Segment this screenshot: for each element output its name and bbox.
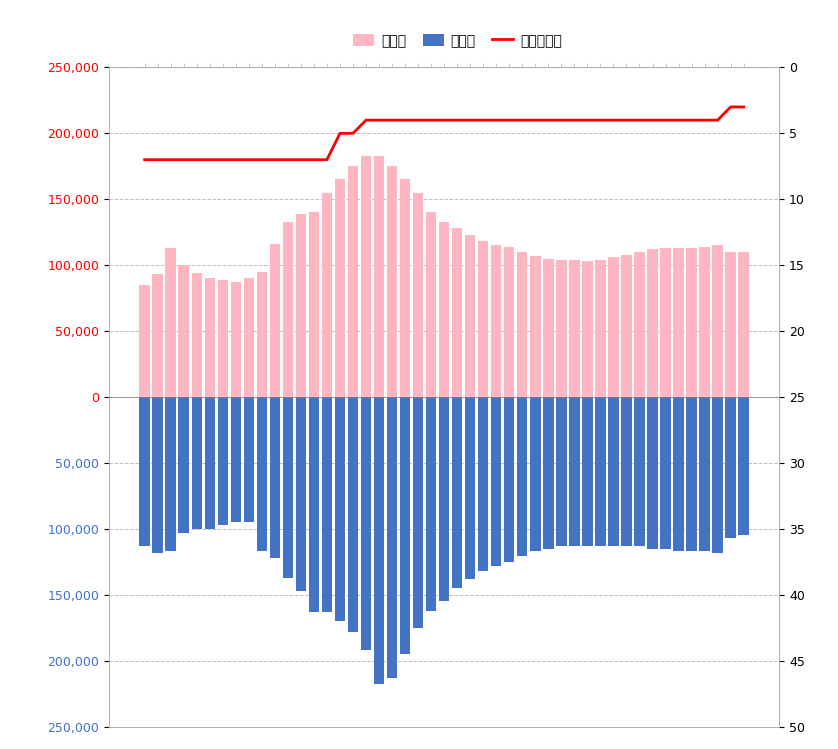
Bar xyxy=(556,260,566,397)
Bar xyxy=(478,397,489,571)
Bar xyxy=(582,261,592,397)
Bar xyxy=(165,248,176,397)
Bar xyxy=(192,273,202,397)
Bar xyxy=(256,397,267,551)
Bar xyxy=(439,222,449,397)
Bar xyxy=(700,397,710,551)
Bar xyxy=(674,248,684,397)
Bar xyxy=(308,213,319,397)
Bar xyxy=(621,255,632,397)
Bar xyxy=(582,397,592,546)
Bar xyxy=(504,397,515,562)
Bar xyxy=(270,244,280,397)
Bar xyxy=(139,285,150,397)
Bar xyxy=(569,260,580,397)
Bar xyxy=(712,246,723,397)
Bar xyxy=(569,397,580,546)
Bar xyxy=(218,397,228,525)
Bar xyxy=(543,397,554,548)
Bar xyxy=(153,274,163,397)
Bar xyxy=(192,397,202,529)
Bar xyxy=(282,222,293,397)
Bar xyxy=(244,397,254,522)
Legend: 女の子, 男の子, ランキング: 女の子, 男の子, ランキング xyxy=(348,28,567,53)
Bar xyxy=(361,156,371,397)
Bar xyxy=(452,397,463,588)
Bar xyxy=(426,397,437,610)
Bar xyxy=(178,265,189,397)
Bar xyxy=(178,397,189,533)
Bar xyxy=(439,397,449,601)
Bar xyxy=(530,256,541,397)
Bar xyxy=(660,248,670,397)
Bar xyxy=(491,397,501,565)
Bar xyxy=(426,213,437,397)
Bar xyxy=(712,397,723,553)
Bar xyxy=(374,156,385,397)
Bar xyxy=(244,279,254,397)
Bar xyxy=(387,166,397,397)
Bar xyxy=(621,397,632,546)
Bar xyxy=(491,246,501,397)
Bar xyxy=(400,180,411,397)
Bar xyxy=(700,246,710,397)
Bar xyxy=(230,282,241,397)
Bar xyxy=(726,397,736,538)
Bar xyxy=(517,397,527,557)
Bar xyxy=(413,192,423,397)
Bar xyxy=(686,248,696,397)
Bar xyxy=(608,397,618,546)
Bar xyxy=(348,166,358,397)
Bar xyxy=(595,397,606,546)
Bar xyxy=(387,397,397,678)
Bar xyxy=(296,397,306,591)
Bar xyxy=(465,397,475,579)
Bar xyxy=(556,397,566,546)
Bar xyxy=(530,397,541,551)
Bar xyxy=(218,279,228,397)
Bar xyxy=(165,397,176,551)
Bar xyxy=(361,397,371,650)
Bar xyxy=(334,397,345,621)
Bar xyxy=(322,192,332,397)
Bar xyxy=(738,252,749,397)
Bar xyxy=(230,397,241,522)
Bar xyxy=(517,252,527,397)
Bar xyxy=(647,397,658,548)
Bar xyxy=(296,213,306,397)
Bar xyxy=(608,257,618,397)
Bar xyxy=(647,249,658,397)
Bar xyxy=(413,397,423,628)
Bar xyxy=(153,397,163,553)
Bar xyxy=(726,252,736,397)
Bar xyxy=(595,260,606,397)
Bar xyxy=(738,397,749,536)
Bar xyxy=(204,397,215,529)
Bar xyxy=(348,397,358,631)
Bar xyxy=(270,397,280,558)
Bar xyxy=(674,397,684,551)
Bar xyxy=(543,258,554,397)
Bar xyxy=(634,397,644,546)
Bar xyxy=(634,252,644,397)
Bar xyxy=(374,397,385,685)
Bar xyxy=(139,397,150,546)
Bar xyxy=(322,397,332,612)
Bar xyxy=(660,397,670,548)
Bar xyxy=(478,241,489,397)
Bar xyxy=(465,235,475,397)
Bar xyxy=(452,228,463,397)
Bar xyxy=(308,397,319,612)
Bar xyxy=(686,397,696,551)
Bar xyxy=(504,246,515,397)
Bar xyxy=(400,397,411,654)
Bar xyxy=(282,397,293,577)
Bar xyxy=(334,180,345,397)
Bar xyxy=(256,272,267,397)
Bar xyxy=(204,279,215,397)
